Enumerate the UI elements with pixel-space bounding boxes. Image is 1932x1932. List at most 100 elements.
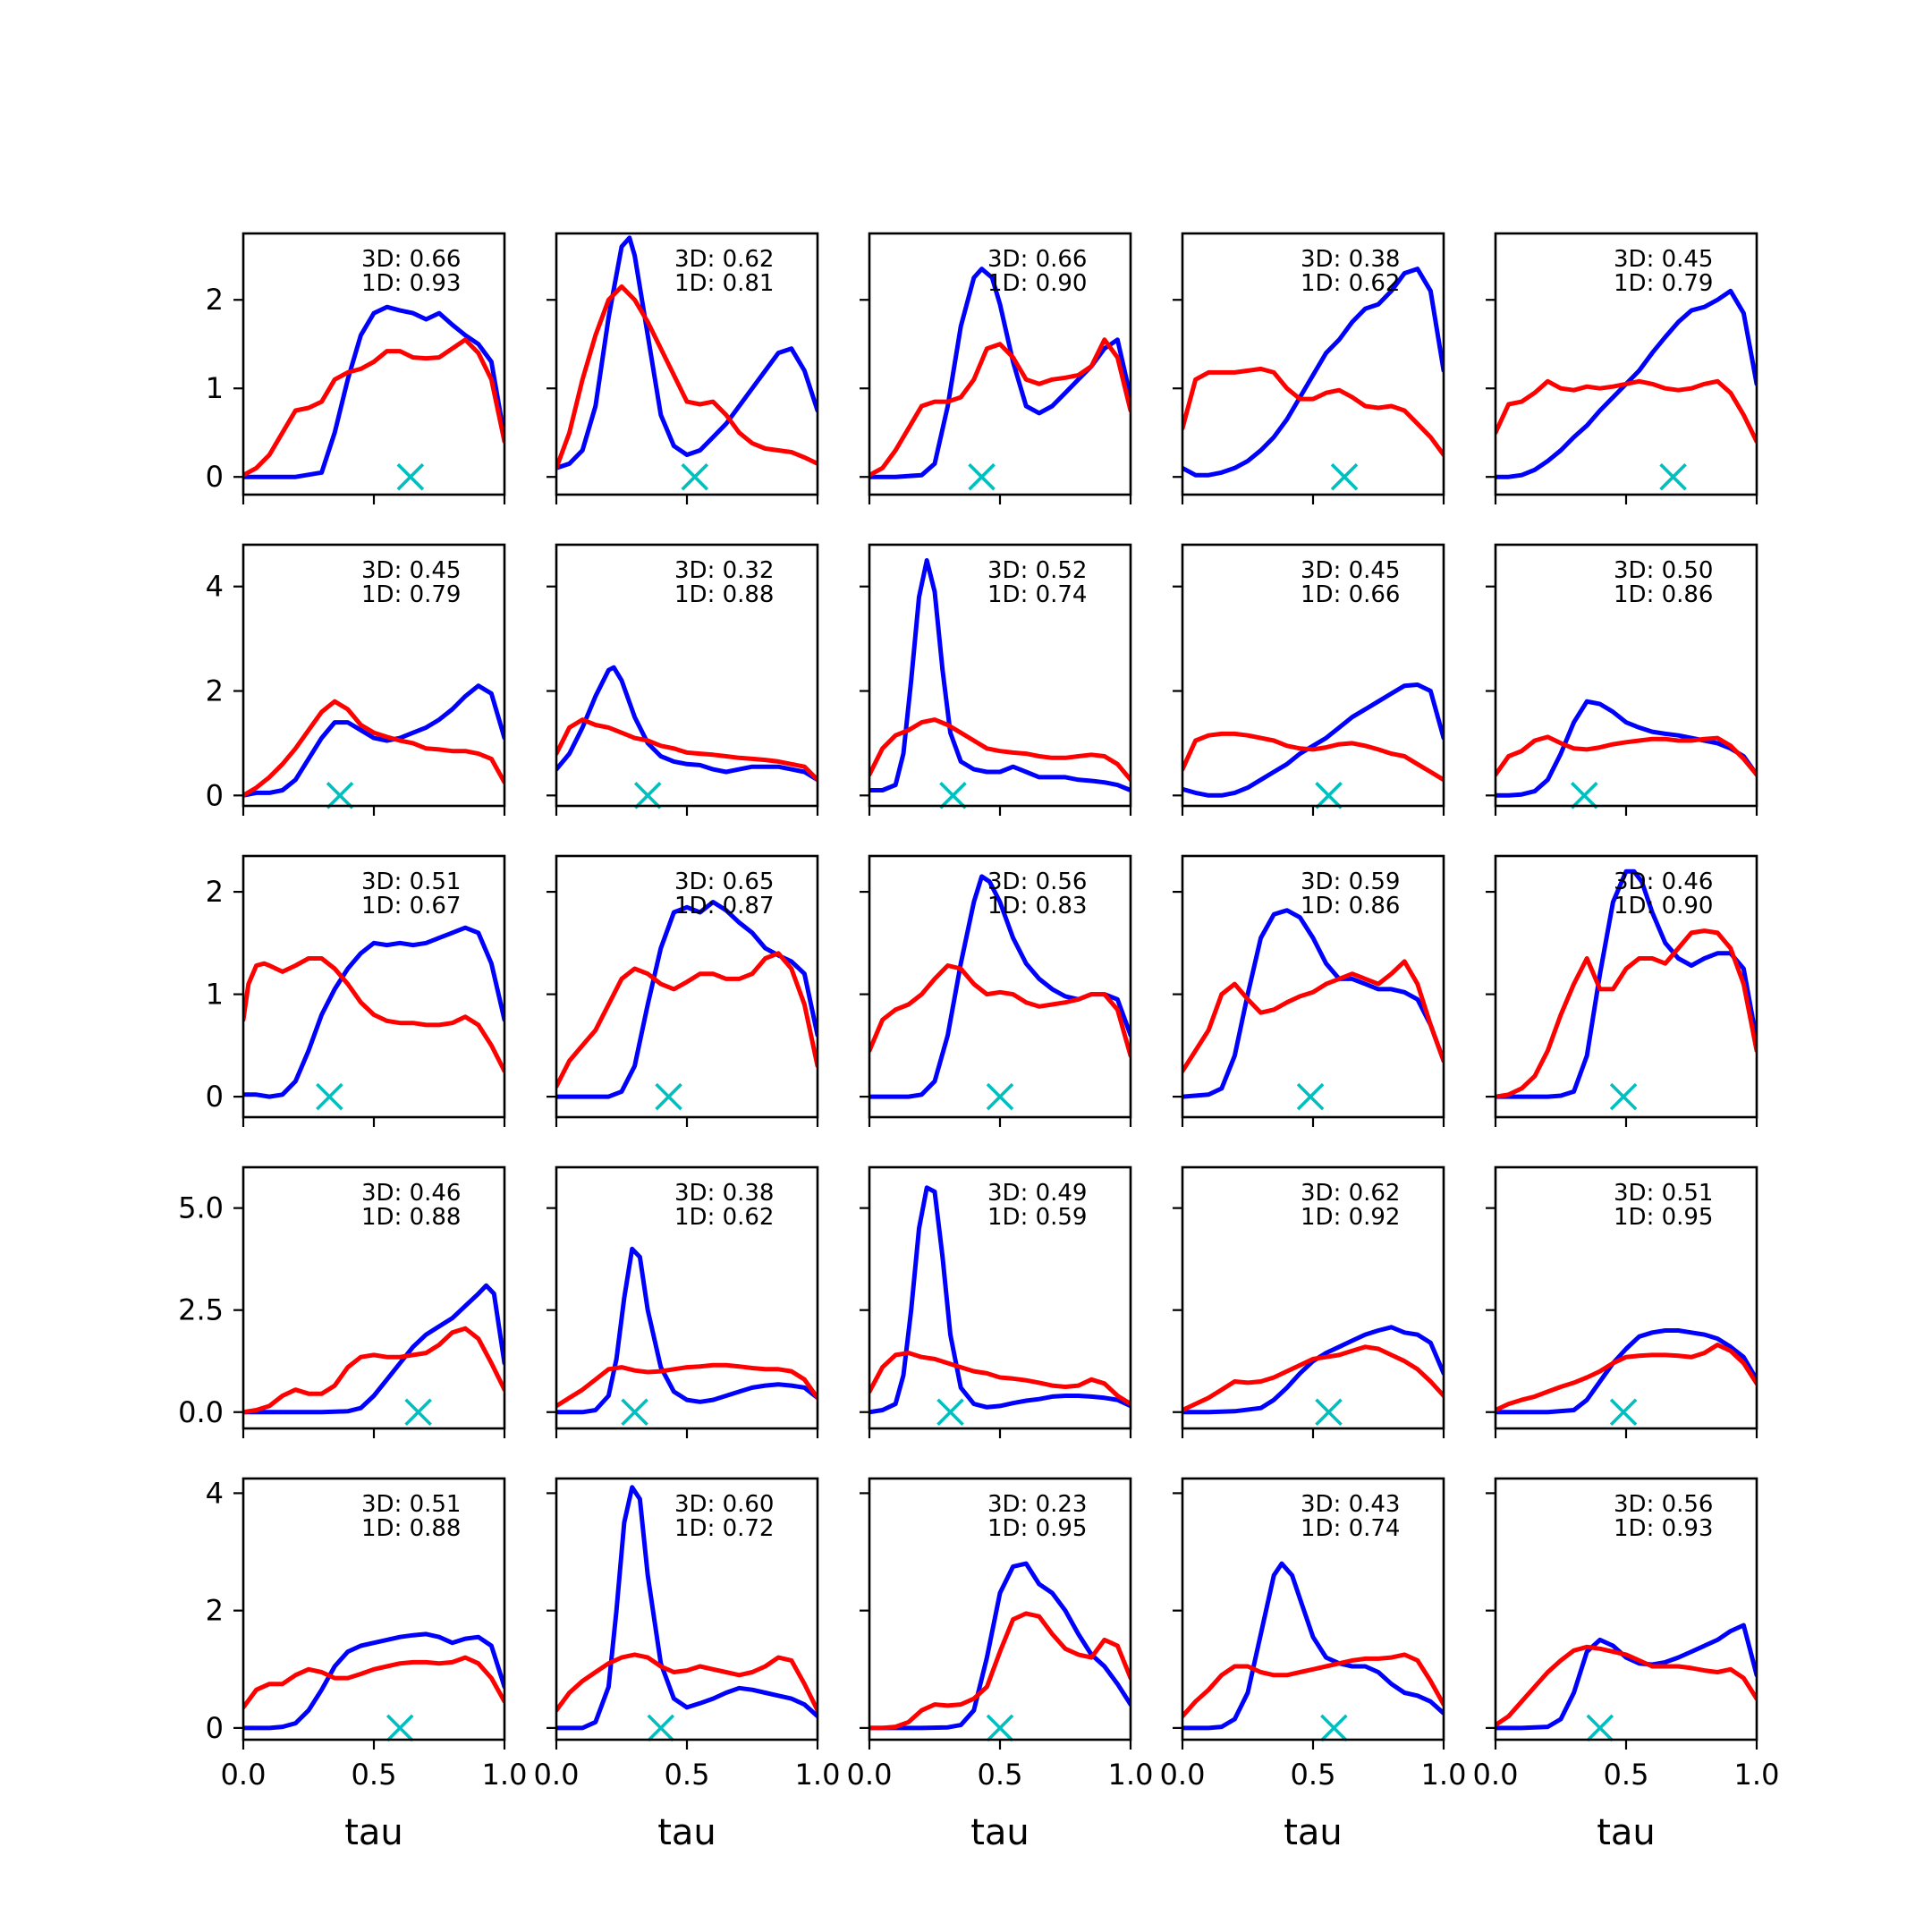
x-axis-label: tau [344,1812,403,1853]
annotation-1d: 1D: 0.79 [361,581,461,608]
blue-curve [1182,1325,1444,1415]
cross-marker [396,462,425,491]
annotation-1d: 1D: 0.88 [361,1204,461,1231]
x-tick-label: 0.0 [534,1758,580,1792]
cross-marker [1609,1082,1638,1111]
cross-marker [1320,1714,1348,1742]
x-tick-label: 0.0 [221,1758,267,1792]
annotation-3d: 3D: 0.62 [1301,1180,1400,1207]
x-tick-label: 1.0 [1734,1758,1780,1792]
x-tick-label: 0.5 [665,1758,710,1792]
annotation-1d: 1D: 0.86 [1301,893,1400,919]
red-curve [869,1351,1131,1407]
annotation-1d: 1D: 0.67 [361,893,461,919]
annotation-1d: 1D: 0.95 [1614,1204,1713,1231]
red-curve [556,284,818,470]
annotation-3d: 3D: 0.51 [361,1491,461,1518]
cross-marker [326,782,354,809]
annotation-3d: 3D: 0.56 [1614,1491,1713,1518]
blue-curve [1496,869,1757,1099]
red-curve [556,1362,818,1409]
blue-curve [1182,682,1444,798]
cross-marker [316,1082,343,1111]
red-curve [1496,378,1757,445]
y-tick-label: 5.0 [178,1191,224,1225]
blue-curve [1496,699,1757,798]
x-axis-label: tau [1284,1812,1343,1853]
annotation-3d: 3D: 0.45 [1614,246,1713,273]
x-tick-label: 1.0 [1421,1758,1467,1792]
cross-marker [1659,462,1687,491]
annotation-1d: 1D: 0.74 [1301,1515,1400,1542]
x-axis-label: tau [1597,1812,1656,1853]
red-curve [243,699,504,798]
x-tick-label: 0.5 [352,1758,397,1792]
blue-curve [869,267,1131,479]
red-curve [1496,928,1757,1099]
blue-curve [1496,1328,1757,1415]
cross-marker [1315,1398,1343,1427]
annotation-3d: 3D: 0.46 [361,1180,461,1207]
y-tick-label: 2 [206,1594,224,1628]
red-curve [243,956,504,1073]
red-curve [243,1326,504,1415]
annotation-3d: 3D: 0.59 [1301,869,1400,895]
annotation-1d: 1D: 0.93 [1614,1515,1713,1542]
y-tick-label: 2.5 [178,1293,224,1327]
annotation-3d: 3D: 0.62 [674,246,774,273]
annotation-3d: 3D: 0.56 [987,869,1087,895]
red-curve [1496,1644,1757,1728]
cross-marker [1571,782,1598,809]
annotation-3d: 3D: 0.43 [1301,1491,1400,1518]
red-curve [869,337,1131,478]
x-axis-label: tau [970,1812,1030,1853]
annotation-3d: 3D: 0.38 [674,1180,774,1207]
annotation-1d: 1D: 0.90 [1614,893,1713,919]
annotation-3d: 3D: 0.38 [1301,246,1400,273]
x-tick-label: 1.0 [1108,1758,1154,1792]
red-curve [556,951,818,1089]
cross-marker [655,1082,682,1111]
red-curve [869,963,1131,1058]
blue-curve [556,1246,818,1415]
annotation-3d: 3D: 0.45 [361,557,461,584]
x-tick-label: 0.5 [978,1758,1023,1792]
red-curve [243,1655,504,1710]
x-tick-label: 0.5 [1291,1758,1336,1792]
annotation-1d: 1D: 0.90 [987,270,1087,297]
cross-marker [404,1398,432,1427]
y-tick-label: 0.0 [178,1395,224,1429]
cross-marker [936,1398,964,1427]
annotation-3d: 3D: 0.52 [987,557,1087,584]
annotation-3d: 3D: 0.46 [1614,869,1713,895]
annotation-3d: 3D: 0.51 [1614,1180,1713,1207]
x-tick-label: 0.0 [847,1758,893,1792]
annotation-1d: 1D: 0.83 [987,893,1087,919]
red-curve [556,1652,818,1713]
blue-curve [243,683,504,798]
annotation-3d: 3D: 0.50 [1614,557,1713,584]
y-tick-label: 0 [206,1711,224,1745]
annotation-1d: 1D: 0.74 [987,581,1087,608]
y-tick-label: 4 [206,1476,224,1510]
cross-marker [968,462,996,491]
y-tick-label: 1 [206,978,224,1012]
cross-marker [633,782,662,809]
cross-marker [1330,462,1359,491]
